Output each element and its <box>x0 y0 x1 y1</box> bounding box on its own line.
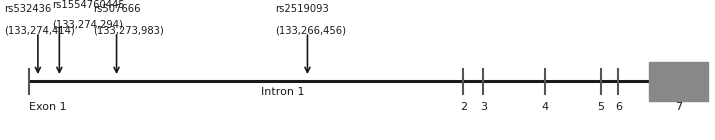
Text: (133,273,983): (133,273,983) <box>93 25 164 35</box>
Text: rs2519093: rs2519093 <box>275 4 329 13</box>
Text: 2: 2 <box>460 102 467 112</box>
FancyBboxPatch shape <box>649 62 708 101</box>
Text: 6: 6 <box>615 102 622 112</box>
Text: rs532436: rs532436 <box>4 4 51 13</box>
Text: 7: 7 <box>675 102 682 112</box>
Text: 3: 3 <box>480 102 487 112</box>
Text: 4: 4 <box>541 102 548 112</box>
Text: 5: 5 <box>597 102 604 112</box>
Text: (133,274,294): (133,274,294) <box>52 20 123 30</box>
Text: rs507666: rs507666 <box>93 4 140 13</box>
Text: Exon 1: Exon 1 <box>29 102 66 112</box>
Text: rs1554760445: rs1554760445 <box>52 0 125 10</box>
Text: (133,266,456): (133,266,456) <box>275 25 346 35</box>
Text: (133,274,414): (133,274,414) <box>4 25 75 35</box>
Text: Intron 1: Intron 1 <box>261 87 305 97</box>
